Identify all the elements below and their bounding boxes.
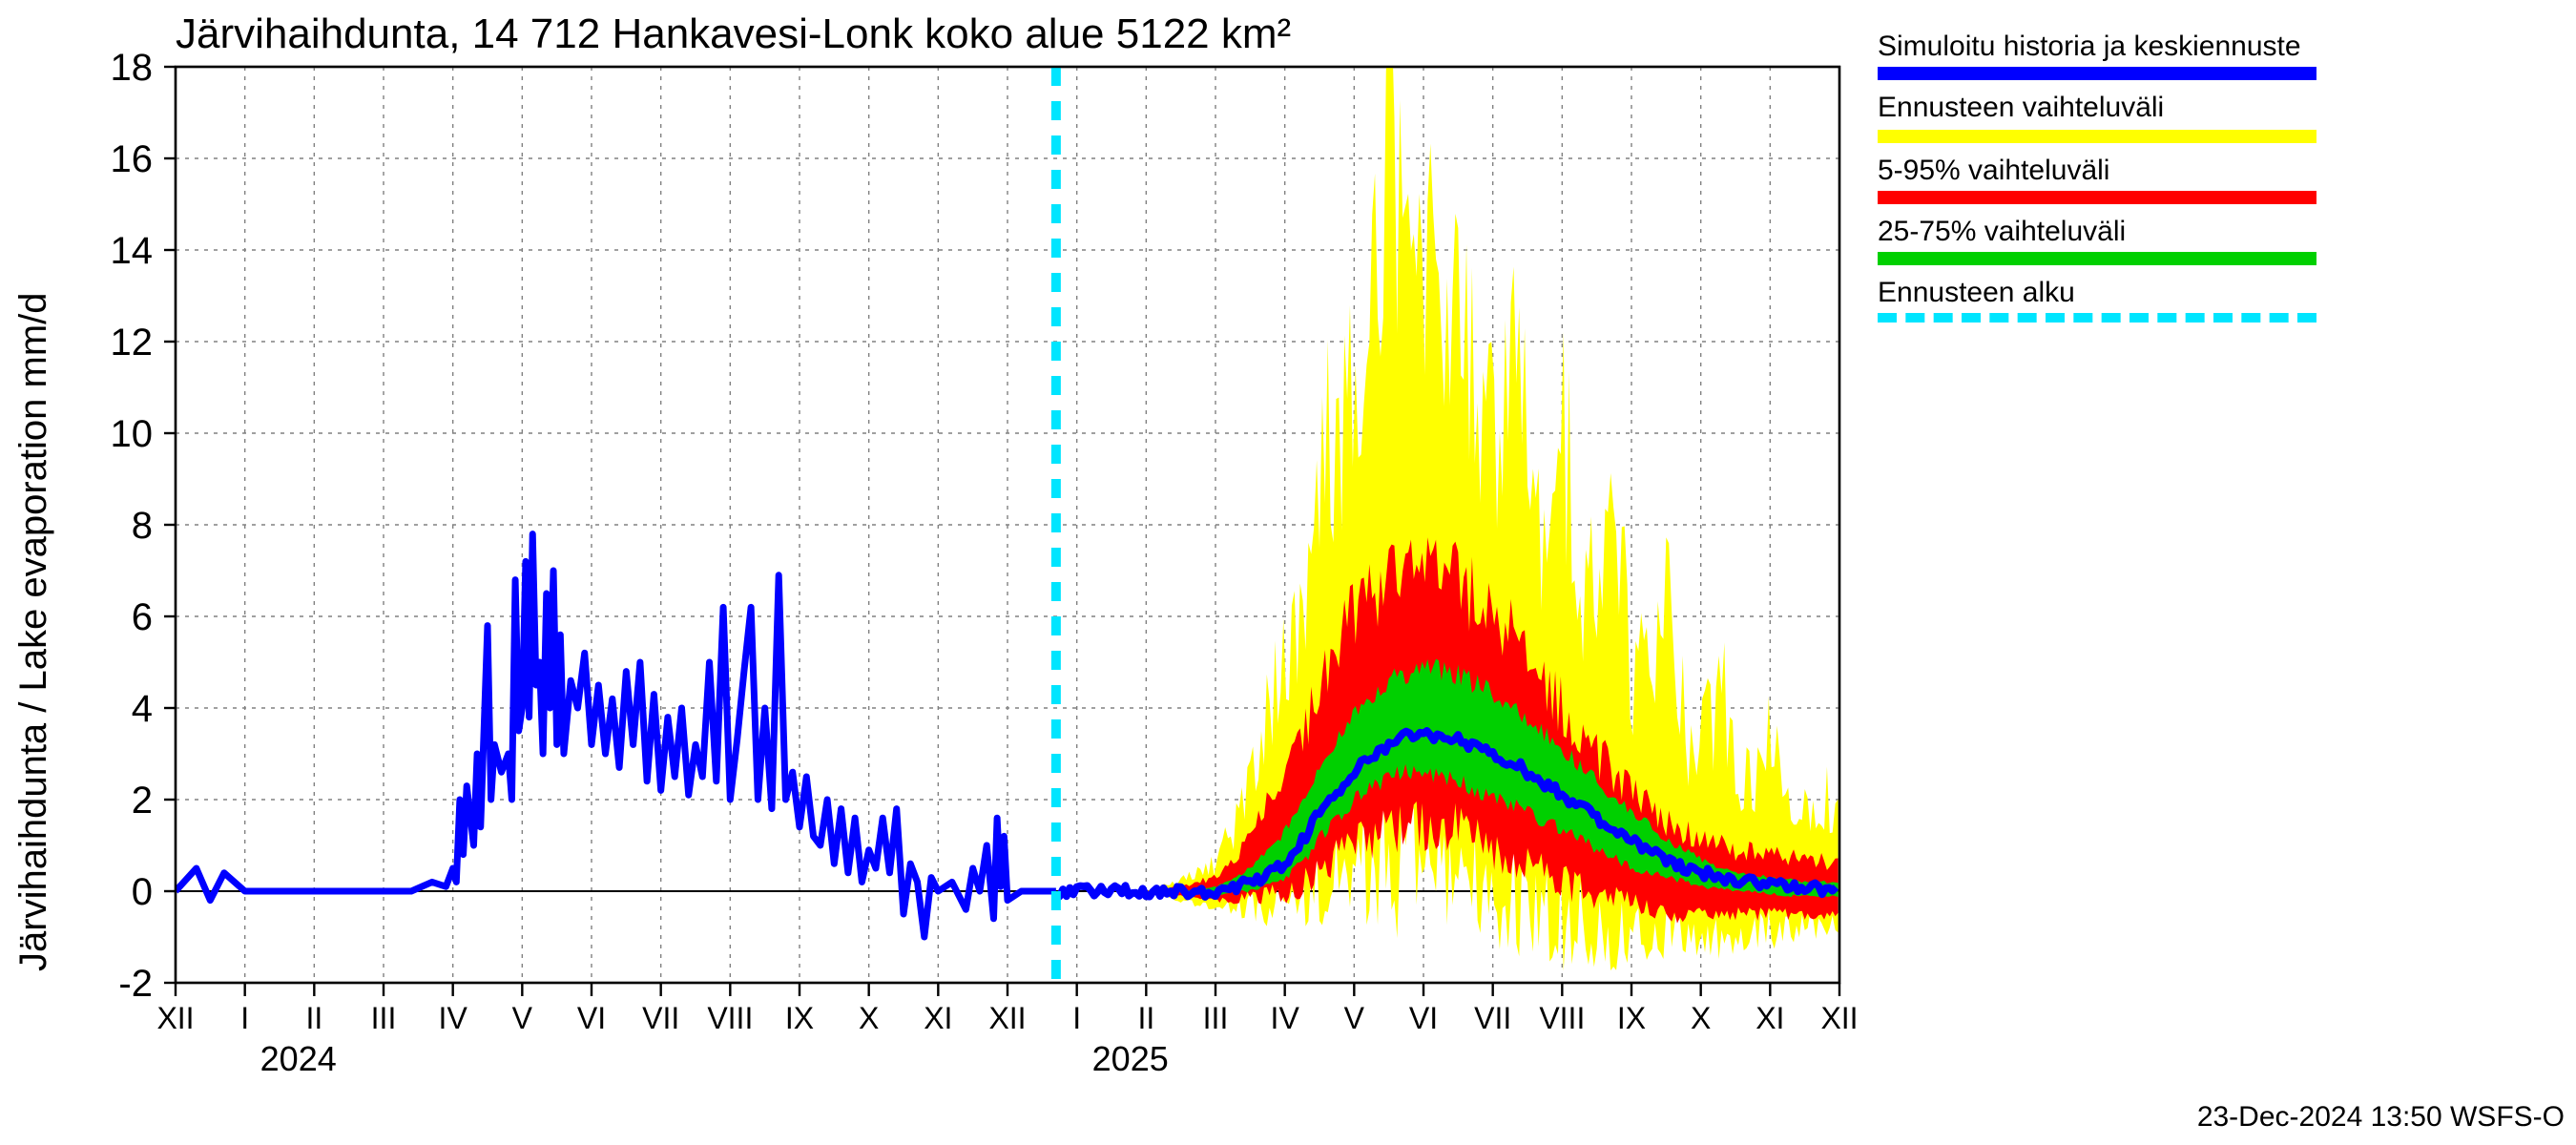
svg-text:4: 4 (132, 688, 153, 730)
svg-text:2: 2 (132, 780, 153, 822)
svg-text:Järvihaihdunta, 14 712 Hankave: Järvihaihdunta, 14 712 Hankavesi-Lonk ko… (176, 10, 1291, 57)
legend-item-history: Simuloitu historia ja keskiennuste (1878, 27, 2545, 85)
svg-text:8: 8 (132, 505, 153, 547)
chart-stage: -2024681012141618XIIIIIIIIIVVVIVIIVIIIIX… (0, 0, 2576, 1145)
svg-text:VIII: VIII (1539, 1001, 1585, 1035)
legend: Simuloitu historia ja keskiennuste Ennus… (1878, 27, 2545, 331)
svg-text:II: II (1137, 1001, 1154, 1035)
svg-text:V: V (512, 1001, 533, 1035)
legend-label: Simuloitu historia ja keskiennuste (1878, 31, 2545, 64)
svg-text:VII: VII (1474, 1001, 1511, 1035)
svg-text:IV: IV (1271, 1001, 1300, 1035)
svg-text:0: 0 (132, 871, 153, 913)
svg-text:-2: -2 (118, 963, 153, 1005)
legend-item-25-75: 25-75% vaihteluväli (1878, 212, 2545, 270)
legend-item-forecast-start: Ennusteen alku (1878, 273, 2545, 327)
svg-text:XII: XII (156, 1001, 194, 1035)
footer-timestamp: 23-Dec-2024 13:50 WSFS-O (2197, 1101, 2565, 1134)
svg-text:X: X (859, 1001, 879, 1035)
svg-text:2025: 2025 (1092, 1039, 1169, 1078)
legend-swatch (1878, 314, 2316, 323)
svg-text:XII: XII (988, 1001, 1026, 1035)
legend-item-5-95: 5-95% vaihteluväli (1878, 150, 2545, 208)
svg-text:IX: IX (1617, 1001, 1646, 1035)
svg-text:III: III (1203, 1001, 1229, 1035)
svg-text:V: V (1344, 1001, 1365, 1035)
svg-text:18: 18 (111, 47, 154, 89)
legend-swatch (1878, 68, 2316, 81)
svg-text:X: X (1691, 1001, 1711, 1035)
svg-text:II: II (305, 1001, 322, 1035)
svg-text:6: 6 (132, 596, 153, 638)
svg-text:VI: VI (577, 1001, 606, 1035)
svg-text:XI: XI (924, 1001, 952, 1035)
svg-text:XI: XI (1755, 1001, 1784, 1035)
svg-text:14: 14 (111, 230, 154, 272)
svg-text:12: 12 (111, 322, 154, 364)
svg-text:IX: IX (785, 1001, 814, 1035)
legend-swatch (1878, 252, 2316, 265)
svg-text:16: 16 (111, 138, 154, 180)
svg-text:Järvihaihdunta / Lake evaporat: Järvihaihdunta / Lake evaporation mm/d (12, 292, 54, 971)
legend-label: 25-75% vaihteluväli (1878, 216, 2545, 249)
legend-swatch (1878, 191, 2316, 204)
svg-text:IV: IV (439, 1001, 468, 1035)
svg-text:10: 10 (111, 413, 154, 455)
legend-label: Ennusteen vaihteluväli (1878, 93, 2545, 126)
svg-text:XII: XII (1820, 1001, 1858, 1035)
svg-text:2024: 2024 (260, 1039, 337, 1078)
legend-label: Ennusteen alku (1878, 277, 2545, 310)
svg-text:I: I (1072, 1001, 1081, 1035)
legend-item-outer: Ennusteen vaihteluväli (1878, 89, 2545, 147)
svg-text:VI: VI (1409, 1001, 1438, 1035)
svg-text:VIII: VIII (707, 1001, 753, 1035)
svg-text:VII: VII (642, 1001, 679, 1035)
legend-swatch (1878, 129, 2316, 142)
svg-text:III: III (371, 1001, 397, 1035)
svg-text:I: I (240, 1001, 249, 1035)
legend-label: 5-95% vaihteluväli (1878, 154, 2545, 187)
